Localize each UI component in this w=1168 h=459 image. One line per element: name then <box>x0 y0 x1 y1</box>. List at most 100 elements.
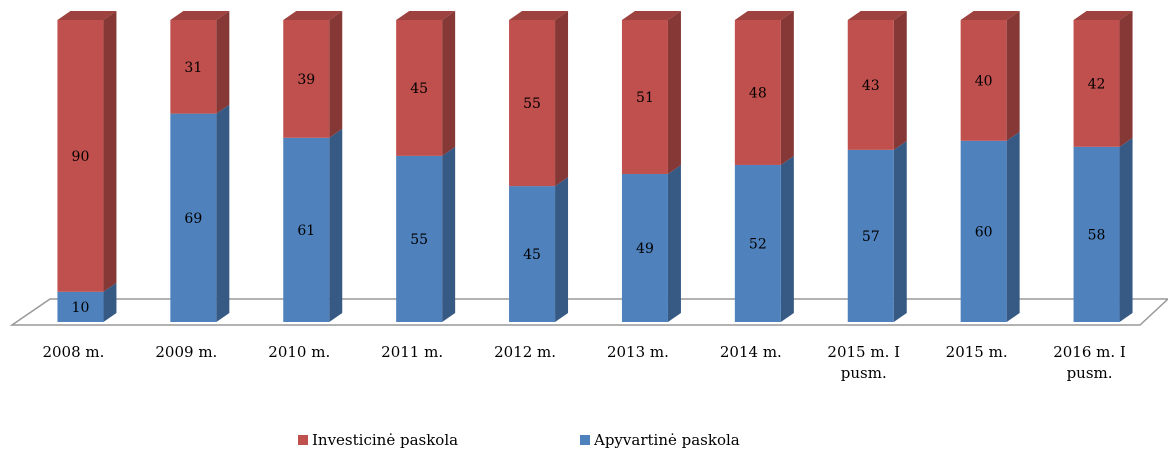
bar-top <box>396 11 456 20</box>
bar-front <box>396 155 443 322</box>
legend-swatch <box>580 435 590 445</box>
x-tick-label-line: 2015 m. I <box>827 343 900 361</box>
bar-segment <box>509 177 569 322</box>
bar-segment <box>960 11 1020 141</box>
bar-front <box>847 20 894 150</box>
x-tick-label: 2014 m. <box>720 343 782 361</box>
x-tick-label: 2010 m. <box>268 343 330 361</box>
bar-front <box>170 113 217 323</box>
data-label: 55 <box>410 232 428 248</box>
bar-segment <box>57 282 117 322</box>
bar-side <box>216 11 230 114</box>
x-tick-label-line: 2016 m. I <box>1053 343 1126 361</box>
bar-segment <box>847 11 907 150</box>
data-label: 45 <box>523 247 541 263</box>
bar-front <box>283 137 330 322</box>
data-label: 48 <box>749 85 767 101</box>
data-label: 10 <box>72 300 90 316</box>
bar-segment <box>621 165 681 322</box>
x-tick-label: 2016 m. I pusm. <box>1053 343 1126 382</box>
bar-front <box>621 20 668 175</box>
bar-side <box>1006 11 1020 141</box>
bar-top <box>621 11 681 20</box>
bar-segment <box>1073 11 1133 147</box>
bar-side <box>1119 11 1133 147</box>
bar-segment <box>396 11 456 156</box>
bar-side <box>555 177 569 322</box>
x-tick-label: 2015 m. I pusm. <box>827 343 900 382</box>
bar-segment <box>283 128 343 322</box>
legend-swatch <box>298 435 308 445</box>
data-label: 58 <box>1088 227 1106 243</box>
bar-front <box>170 20 217 114</box>
bar-front <box>734 20 781 165</box>
bar-front <box>57 291 104 322</box>
bar-top <box>57 11 117 20</box>
bar-side <box>442 146 456 322</box>
bar-segment <box>1073 137 1133 322</box>
x-tick-label: 2012 m. <box>494 343 556 361</box>
bar-side <box>667 165 681 322</box>
bar-side <box>216 104 230 323</box>
legend-label: Investicinė paskola <box>312 431 458 449</box>
data-label: 49 <box>636 241 654 257</box>
legend-label: Apyvartinė paskola <box>593 431 740 449</box>
bar-segment <box>283 11 343 138</box>
data-label: 90 <box>72 149 90 165</box>
bar-segment <box>509 11 569 187</box>
bar-top <box>1073 11 1133 20</box>
data-label: 51 <box>636 90 654 106</box>
bar-segment <box>396 146 456 322</box>
bar-segment <box>170 11 230 114</box>
bar-front <box>283 20 330 138</box>
bar-side <box>329 11 343 138</box>
data-label: 42 <box>1088 76 1106 92</box>
bar-top <box>847 11 907 20</box>
data-label: 52 <box>749 236 767 252</box>
data-label: 31 <box>184 60 202 76</box>
data-label: 45 <box>410 81 428 97</box>
bar-side <box>893 11 907 150</box>
bar-side <box>667 11 681 175</box>
bar-top <box>509 11 569 20</box>
x-tick-label: 2008 m. <box>42 343 104 361</box>
x-tick-label: 2015 m. <box>946 343 1008 361</box>
bar-side <box>329 128 343 322</box>
bar-segment <box>170 104 230 323</box>
bar-top <box>170 11 230 20</box>
floor <box>9 298 1168 326</box>
bar-segment <box>734 155 794 322</box>
bar-front <box>1073 20 1120 147</box>
data-label: 69 <box>184 211 202 227</box>
data-label: 40 <box>975 73 993 89</box>
bar-front <box>960 20 1007 141</box>
bar-top <box>283 11 343 20</box>
bar-segment <box>57 11 117 292</box>
bar-top <box>734 11 794 20</box>
data-label: 43 <box>862 78 880 94</box>
x-tick-label: 2009 m. <box>155 343 217 361</box>
bar-side <box>780 11 794 165</box>
bar-front <box>734 164 781 322</box>
bar-side <box>442 11 456 156</box>
x-tick-label-line: pusm. <box>841 364 887 382</box>
bar-front <box>509 20 556 187</box>
bar-front <box>847 149 894 322</box>
bar-segment <box>960 131 1020 322</box>
data-label: 60 <box>975 224 993 240</box>
bar-segment <box>621 11 681 175</box>
bar-front <box>509 186 556 322</box>
data-label: 39 <box>297 72 315 88</box>
bar-front <box>621 174 668 322</box>
bar-segment <box>847 140 907 322</box>
bar-side <box>780 155 794 322</box>
bar-side <box>893 140 907 322</box>
data-label: 57 <box>862 229 880 245</box>
bar-side <box>555 11 569 187</box>
bar-front <box>396 20 443 156</box>
data-label: 55 <box>523 96 541 112</box>
bar-front <box>57 20 104 292</box>
bar-side <box>1119 137 1133 322</box>
bar-front <box>960 140 1007 322</box>
